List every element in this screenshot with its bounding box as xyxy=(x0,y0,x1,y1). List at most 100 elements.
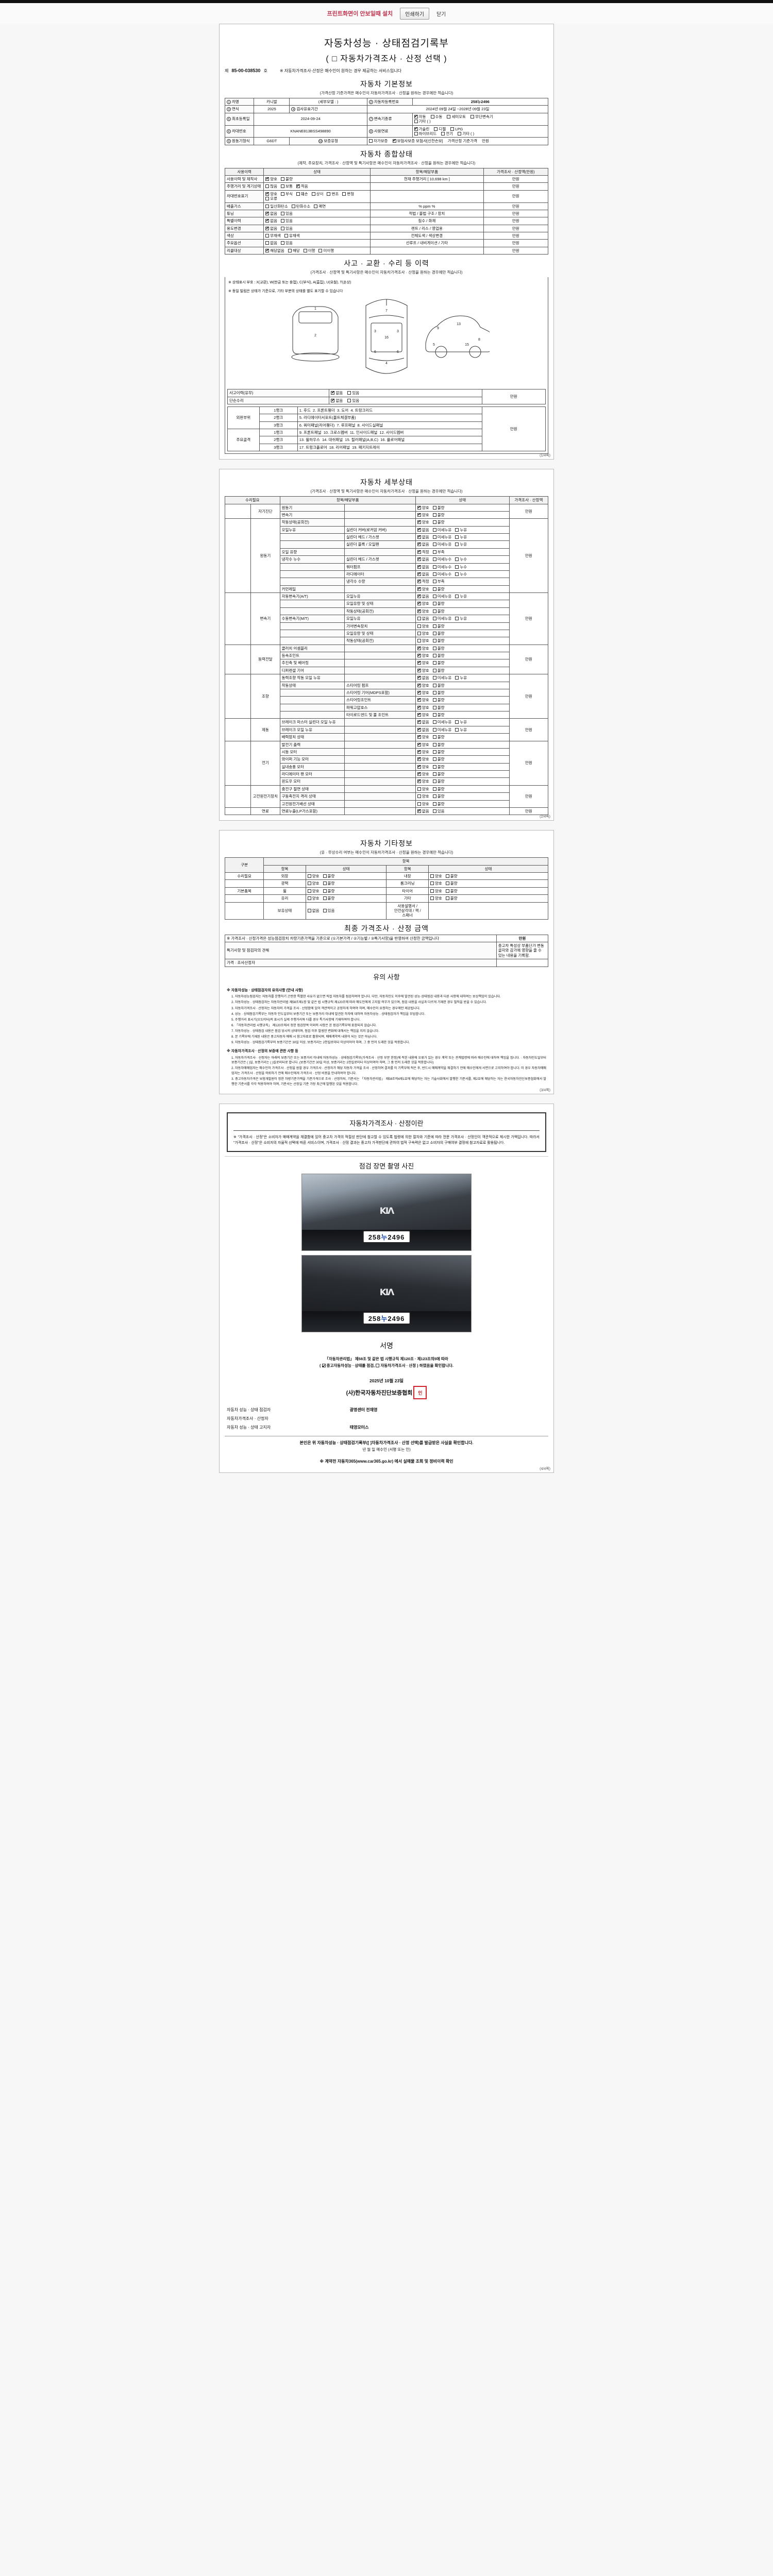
checkbox-icon[interactable] xyxy=(417,802,421,806)
checkbox-icon[interactable] xyxy=(432,750,436,754)
checkbox-icon[interactable] xyxy=(417,749,421,754)
checkbox-icon[interactable] xyxy=(455,565,459,569)
option-detail-4-0-1[interactable]: 미세누유 xyxy=(432,675,451,680)
checkbox-icon[interactable] xyxy=(417,808,421,814)
checkbox-icon[interactable] xyxy=(417,556,421,562)
checkbox-icon[interactable] xyxy=(303,248,307,252)
option-detail-5-1-0[interactable]: 없음 xyxy=(417,727,429,732)
option-detail-2-6-1[interactable]: 불량 xyxy=(432,638,445,643)
option-detail-7-0-0[interactable]: 양호 xyxy=(417,787,429,791)
checkbox-icon[interactable] xyxy=(445,882,449,886)
checkbox-icon[interactable] xyxy=(430,882,434,886)
option-detail-3-1-1[interactable]: 불량 xyxy=(432,653,445,658)
option-detail-4-5-1[interactable]: 불량 xyxy=(432,713,445,717)
checkbox-icon[interactable] xyxy=(417,534,421,539)
option-detail-5-0-0[interactable]: 없음 xyxy=(417,719,429,724)
option-overall-9-0[interactable]: 해당없음 xyxy=(265,248,284,253)
checkbox-icon[interactable] xyxy=(265,197,270,201)
checkbox-icon[interactable] xyxy=(432,646,436,650)
option-detail-1-8-0[interactable]: 적정 xyxy=(417,579,429,584)
option-other-a-4-1[interactable]: 있음 xyxy=(323,908,334,913)
option-other-b-0-1[interactable]: 불량 xyxy=(445,874,458,878)
checkbox-icon[interactable] xyxy=(417,512,421,517)
checkbox-icon[interactable] xyxy=(417,764,421,769)
option-detail-2-5-0[interactable]: 양호 xyxy=(417,631,429,636)
option-detail-4-3-1[interactable]: 불량 xyxy=(432,698,445,702)
option-detail-4-1-0[interactable]: 양호 xyxy=(417,683,429,688)
option-other-b-2-0[interactable]: 양호 xyxy=(430,889,442,893)
checkbox-icon[interactable] xyxy=(417,675,421,680)
option-detail-1-6-0[interactable]: 없음 xyxy=(417,564,429,569)
option-other-b-1-0[interactable]: 양호 xyxy=(430,881,442,886)
option-detail-5-2-0[interactable]: 양호 xyxy=(417,734,429,739)
option-detail-6-0-1[interactable]: 불량 xyxy=(432,742,445,747)
option-overall-2-6[interactable]: 오류 xyxy=(265,196,277,201)
checkbox-icon[interactable] xyxy=(414,131,418,135)
option-detail-0-1-0[interactable]: 양호 xyxy=(417,512,429,517)
option-detail-2-0-1[interactable]: 미세누유 xyxy=(432,594,451,599)
option-detail-2-5-1[interactable]: 불량 xyxy=(432,631,445,636)
checkbox-icon[interactable] xyxy=(281,177,285,181)
option-detail-1-3-1[interactable]: 미세누유 xyxy=(432,542,451,547)
option-detail-4-0-0[interactable]: 없음 xyxy=(417,675,429,680)
checkbox-icon[interactable] xyxy=(265,226,269,231)
option-detail-2-1-1[interactable]: 불량 xyxy=(432,601,445,606)
checkbox-icon[interactable] xyxy=(281,211,285,215)
option-detail-2-0-2[interactable]: 누유 xyxy=(455,594,467,599)
option-detail-1-1-1[interactable]: 미세누유 xyxy=(432,528,451,532)
option-detail-7-1-0[interactable]: 양호 xyxy=(417,794,429,799)
option-transmission-other[interactable]: 기타 ( ) xyxy=(414,119,431,124)
option-detail-2-6-0[interactable]: 양호 xyxy=(417,638,429,643)
checkbox-icon[interactable] xyxy=(445,889,449,893)
option-detail-3-2-1[interactable]: 불량 xyxy=(432,660,445,665)
checkbox-icon[interactable] xyxy=(417,653,421,658)
option-detail-8-0-0[interactable]: 없음 xyxy=(417,808,429,814)
option-detail-6-4-0[interactable]: 양호 xyxy=(417,771,429,776)
option-detail-4-2-1[interactable]: 불량 xyxy=(432,690,445,695)
option-other-b-2-1[interactable]: 불량 xyxy=(445,889,458,893)
option-detail-0-0-0[interactable]: 양호 xyxy=(417,505,429,510)
checkbox-icon[interactable] xyxy=(323,889,327,893)
checkbox-icon[interactable] xyxy=(417,594,421,599)
option-detail-1-0-1[interactable]: 불량 xyxy=(432,520,445,524)
option-other-a-4-0[interactable]: 없음 xyxy=(307,908,320,913)
checkbox-icon[interactable] xyxy=(322,1363,326,1369)
option-detail-1-1-0[interactable]: 없음 xyxy=(417,527,429,532)
checkbox-icon[interactable] xyxy=(432,505,436,510)
checkbox-icon[interactable] xyxy=(432,595,436,598)
checkbox-icon[interactable] xyxy=(432,794,436,799)
checkbox-icon[interactable] xyxy=(307,889,311,893)
checkbox-icon[interactable] xyxy=(417,683,421,688)
checkbox-icon[interactable] xyxy=(430,896,434,901)
checkbox-icon[interactable] xyxy=(414,120,418,124)
option-detail-6-0-0[interactable]: 양호 xyxy=(417,742,429,747)
option-fuel-electric[interactable]: 전기 xyxy=(441,131,453,136)
option-detail-7-0-1[interactable]: 불량 xyxy=(432,787,445,791)
checkbox-icon[interactable] xyxy=(455,543,459,547)
option-detail-6-3-0[interactable]: 양호 xyxy=(417,764,429,769)
checkbox-icon[interactable] xyxy=(432,617,436,621)
checkbox-icon[interactable] xyxy=(417,579,421,584)
checkbox-icon[interactable] xyxy=(432,661,436,665)
option-detail-5-0-2[interactable]: 누유 xyxy=(455,720,467,724)
option-detail-5-2-1[interactable]: 불량 xyxy=(432,735,445,739)
checkbox-icon[interactable] xyxy=(296,183,300,189)
option-warranty-self[interactable]: 자가보증 xyxy=(368,139,388,143)
option-overall-8-0[interactable]: 없음 xyxy=(265,241,277,245)
option-overall-1-0[interactable]: 많음 xyxy=(265,184,277,189)
checkbox-icon[interactable] xyxy=(417,771,421,776)
checkbox-icon[interactable] xyxy=(432,572,436,576)
checkbox-icon[interactable] xyxy=(265,234,270,238)
checkbox-icon[interactable] xyxy=(430,889,434,893)
option-overall-9-1[interactable]: 해당 xyxy=(288,248,300,253)
checkbox-icon[interactable] xyxy=(417,756,421,761)
checkbox-icon[interactable] xyxy=(455,676,459,680)
option-overall-2-3[interactable]: 상이 xyxy=(311,192,323,196)
checkbox-icon[interactable] xyxy=(417,541,421,547)
option-overall-9-2[interactable]: 이행 xyxy=(303,248,315,253)
checkbox-icon[interactable] xyxy=(417,778,421,784)
checkbox-icon[interactable] xyxy=(331,398,335,403)
option-detail-8-0-1[interactable]: 있음 xyxy=(432,809,445,814)
checkbox-icon[interactable] xyxy=(432,720,436,724)
option-transmission-cvt[interactable]: 무단변속기 xyxy=(470,114,493,119)
